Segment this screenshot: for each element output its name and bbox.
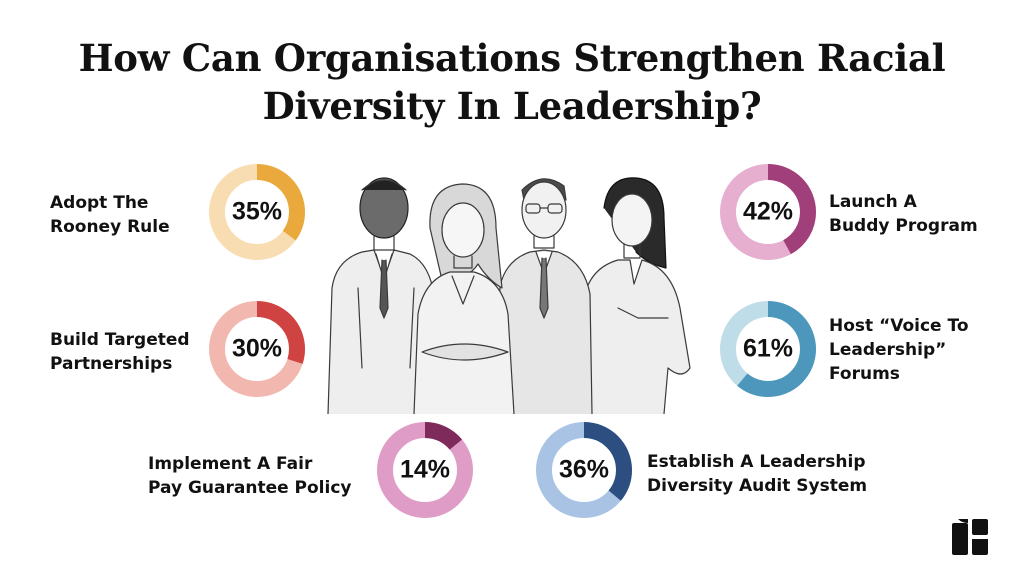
donut-percent-label: 35% [232, 198, 282, 226]
donut-chart-fair-pay-policy: 14% [375, 420, 475, 520]
person-1-sketch [327, 177, 437, 414]
donut-percent-label: 14% [400, 456, 450, 484]
donut-value-arc [720, 164, 816, 260]
donut-percent-label: 36% [559, 456, 609, 484]
donut-chart-rooney-rule: 35% [207, 162, 307, 262]
donut-percent-label: 30% [232, 335, 282, 363]
person-3-sketch [495, 178, 593, 414]
donut-value-arc [377, 422, 473, 518]
label-build-targeted-partnerships: Build Targeted Partnerships [50, 330, 190, 374]
label-adopt-rooney-rule: Adopt The Rooney Rule [50, 193, 170, 237]
person-4-sketch [579, 177, 691, 414]
page-title: How Can Organisations Strengthen Racial … [78, 36, 946, 128]
donut-svg: 36% [536, 422, 632, 518]
person-2-sketch [413, 183, 515, 414]
donut-value-arc [209, 301, 305, 397]
label-voice-to-leadership-forums: Host “Voice To Leadership” Forums [829, 316, 969, 384]
donut-chart-voice-to-leadership: 61% [718, 299, 818, 399]
donut-svg: 14% [377, 422, 473, 518]
label-launch-buddy-program: Launch A Buddy Program [829, 192, 978, 236]
donut-value-arc [536, 422, 632, 518]
label-fair-pay-guarantee-policy: Implement A Fair Pay Guarantee Policy [148, 454, 352, 498]
donut-percent-label: 42% [743, 198, 793, 226]
donut-svg: 35% [209, 164, 305, 260]
donut-svg: 30% [209, 301, 305, 397]
donut-value-arc [209, 164, 305, 260]
donut-chart-buddy-program: 42% [718, 162, 818, 262]
donut-value-arc [720, 301, 816, 397]
donut-percent-label: 61% [743, 335, 793, 363]
donut-chart-diversity-audit: 36% [534, 420, 634, 520]
business-team-sketch-illustration [327, 177, 691, 414]
donut-svg: 42% [720, 164, 816, 260]
donut-chart-targeted-partnerships: 30% [207, 299, 307, 399]
label-leadership-diversity-audit: Establish A Leadership Diversity Audit S… [647, 452, 868, 496]
brand-logo [952, 519, 988, 555]
donut-svg: 61% [720, 301, 816, 397]
